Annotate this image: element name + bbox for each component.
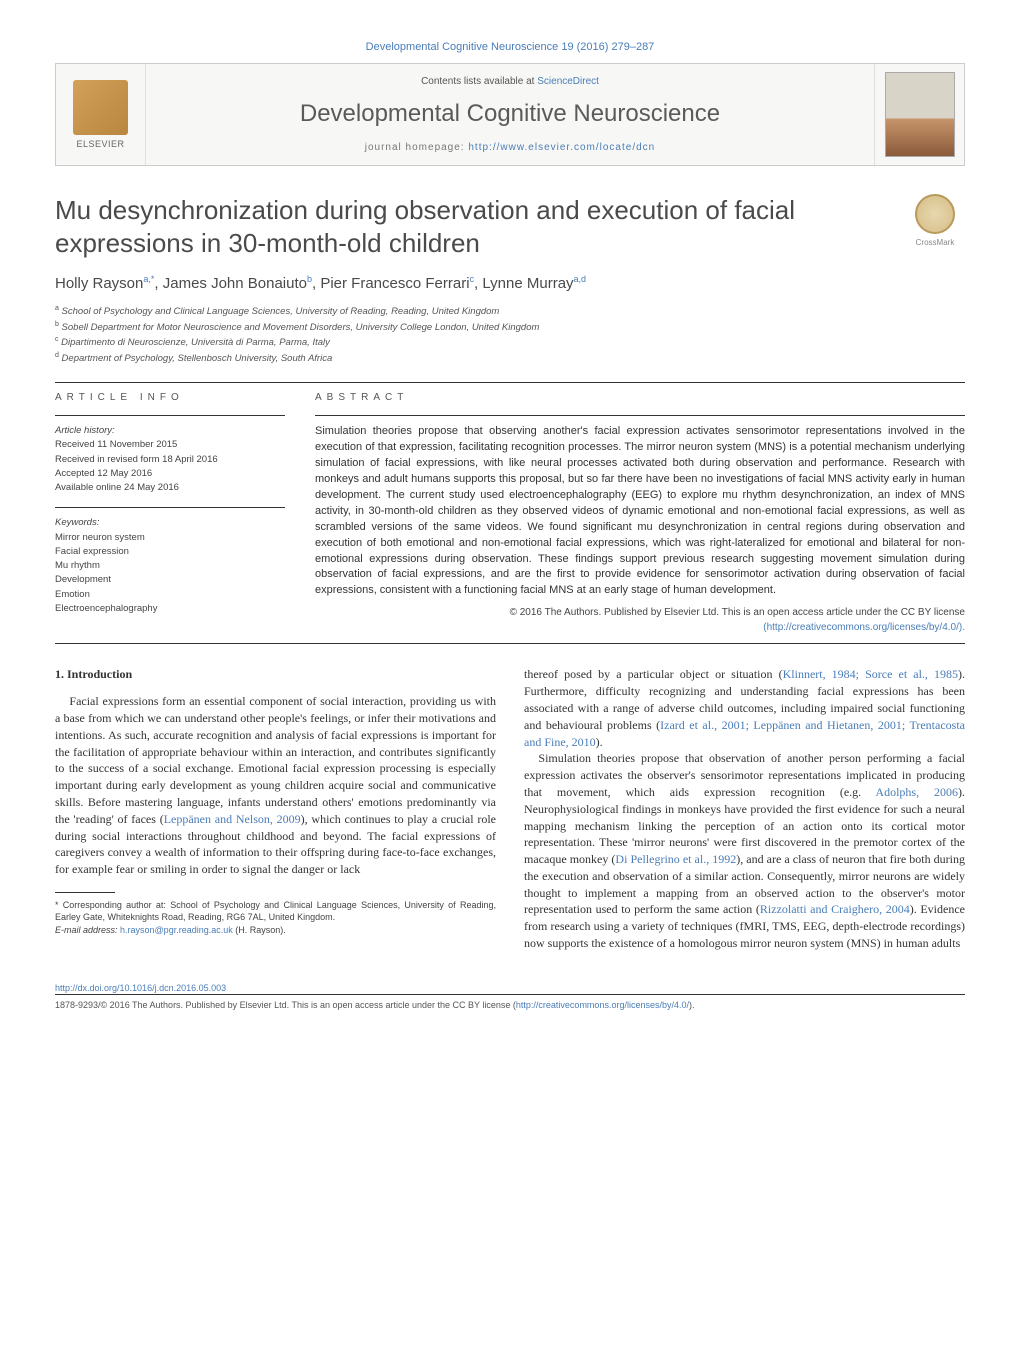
- header-center: Contents lists available at ScienceDirec…: [146, 64, 874, 165]
- citation-link[interactable]: Di Pellegrino et al., 1992: [615, 852, 736, 866]
- keyword-line: Facial expression: [55, 545, 285, 559]
- keyword-line: Electroencephalography: [55, 602, 285, 616]
- abstract-label: ABSTRACT: [315, 391, 965, 405]
- keywords-heading: Keywords:: [55, 516, 285, 530]
- history-line: Received 11 November 2015: [55, 438, 285, 452]
- crossmark-icon: [915, 194, 955, 234]
- article-title: Mu desynchronization during observation …: [55, 194, 885, 259]
- keyword-line: Mu rhythm: [55, 559, 285, 573]
- body-paragraph: thereof posed by a particular object or …: [524, 666, 965, 750]
- body-text: ).: [596, 735, 603, 749]
- email-link[interactable]: h.rayson@pgr.reading.ac.uk: [120, 925, 233, 935]
- keyword-line: Emotion: [55, 588, 285, 602]
- info-abstract-row: ARTICLE INFO Article history: Received 1…: [55, 391, 965, 635]
- crossmark-badge[interactable]: CrossMark: [905, 194, 965, 248]
- copyright-text: © 2016 The Authors. Published by Elsevie…: [510, 607, 965, 618]
- article-info-column: ARTICLE INFO Article history: Received 1…: [55, 391, 285, 635]
- affiliation-line: d Department of Psychology, Stellenbosch…: [55, 351, 965, 366]
- history-heading: Article history:: [55, 424, 285, 438]
- citation-link[interactable]: Klinnert, 1984; Sorce et al., 1985: [783, 667, 958, 681]
- article-info-label: ARTICLE INFO: [55, 391, 285, 405]
- citation-link[interactable]: Adolphs, 2006: [875, 785, 958, 799]
- corr-email-line: E-mail address: h.rayson@pgr.reading.ac.…: [55, 924, 496, 937]
- title-row: Mu desynchronization during observation …: [55, 194, 965, 259]
- divider: [55, 382, 965, 383]
- keyword-line: Development: [55, 573, 285, 587]
- email-label: E-mail address:: [55, 925, 120, 935]
- history-line: Available online 24 May 2016: [55, 481, 285, 495]
- abstract-text: Simulation theories propose that observi…: [315, 424, 965, 599]
- homepage-url[interactable]: http://www.elsevier.com/locate/dcn: [468, 142, 655, 153]
- body-paragraph: Simulation theories propose that observa…: [524, 750, 965, 952]
- affiliation-line: a School of Psychology and Clinical Lang…: [55, 304, 965, 319]
- sciencedirect-link[interactable]: ScienceDirect: [537, 76, 599, 87]
- body-text: Facial expressions form an essential com…: [55, 694, 496, 826]
- section-heading-intro: 1. Introduction: [55, 666, 496, 683]
- license-link[interactable]: (http://creativecommons.org/licenses/by/…: [763, 622, 965, 633]
- divider: [55, 994, 965, 995]
- abstract-copyright: © 2016 The Authors. Published by Elsevie…: [315, 605, 965, 635]
- contents-available-line: Contents lists available at ScienceDirec…: [421, 75, 599, 89]
- page-footer: http://dx.doi.org/10.1016/j.dcn.2016.05.…: [55, 982, 965, 1012]
- publisher-label: ELSEVIER: [76, 138, 124, 151]
- abstract-column: ABSTRACT Simulation theories propose tha…: [315, 391, 965, 635]
- body-two-column: 1. Introduction Facial expressions form …: [55, 666, 965, 952]
- corresponding-author-footnote: * Corresponding author at: School of Psy…: [55, 899, 496, 937]
- footnote-separator: [55, 892, 115, 893]
- running-head: Developmental Cognitive Neuroscience 19 …: [55, 40, 965, 55]
- divider: [315, 415, 965, 416]
- contents-prefix: Contents lists available at: [421, 76, 537, 87]
- homepage-prefix: journal homepage:: [365, 142, 469, 153]
- footer-license-link[interactable]: http://creativecommons.org/licenses/by/4…: [516, 1000, 689, 1010]
- divider: [55, 643, 965, 644]
- publisher-logo-block: ELSEVIER: [56, 64, 146, 165]
- journal-name: Developmental Cognitive Neuroscience: [300, 97, 720, 131]
- doi-link[interactable]: http://dx.doi.org/10.1016/j.dcn.2016.05.…: [55, 983, 226, 993]
- page-container: Developmental Cognitive Neuroscience 19 …: [0, 0, 1020, 1042]
- citation-link[interactable]: Leppänen and Nelson, 2009: [164, 812, 301, 826]
- keywords-block: Keywords: Mirror neuron systemFacial exp…: [55, 516, 285, 616]
- elsevier-tree-icon: [73, 80, 128, 135]
- history-line: Accepted 12 May 2016: [55, 467, 285, 481]
- citation-link[interactable]: Rizzolatti and Craighero, 2004: [760, 902, 910, 916]
- email-suffix: (H. Rayson).: [233, 925, 286, 935]
- homepage-line: journal homepage: http://www.elsevier.co…: [365, 141, 655, 155]
- journal-header-box: ELSEVIER Contents lists available at Sci…: [55, 63, 965, 166]
- affiliation-line: b Sobell Department for Motor Neuroscien…: [55, 320, 965, 335]
- corr-address: * Corresponding author at: School of Psy…: [55, 899, 496, 924]
- body-text: thereof posed by a particular object or …: [524, 667, 783, 681]
- divider: [55, 415, 285, 416]
- issn-end: ).: [689, 1000, 695, 1010]
- history-line: Received in revised form 18 April 2016: [55, 453, 285, 467]
- article-history-block: Article history: Received 11 November 20…: [55, 424, 285, 495]
- divider: [55, 507, 285, 508]
- affiliations-block: a School of Psychology and Clinical Lang…: [55, 304, 965, 366]
- issn-copyright: 1878-9293/© 2016 The Authors. Published …: [55, 1000, 516, 1010]
- cover-thumb-block: [874, 64, 964, 165]
- affiliation-line: c Dipartimento di Neuroscienze, Universi…: [55, 335, 965, 350]
- body-paragraph: Facial expressions form an essential com…: [55, 693, 496, 878]
- keyword-line: Mirror neuron system: [55, 531, 285, 545]
- journal-cover-icon: [885, 72, 955, 157]
- authors-line: Holly Raysona,*, James John Bonaiutob, P…: [55, 273, 965, 294]
- crossmark-label: CrossMark: [905, 237, 965, 248]
